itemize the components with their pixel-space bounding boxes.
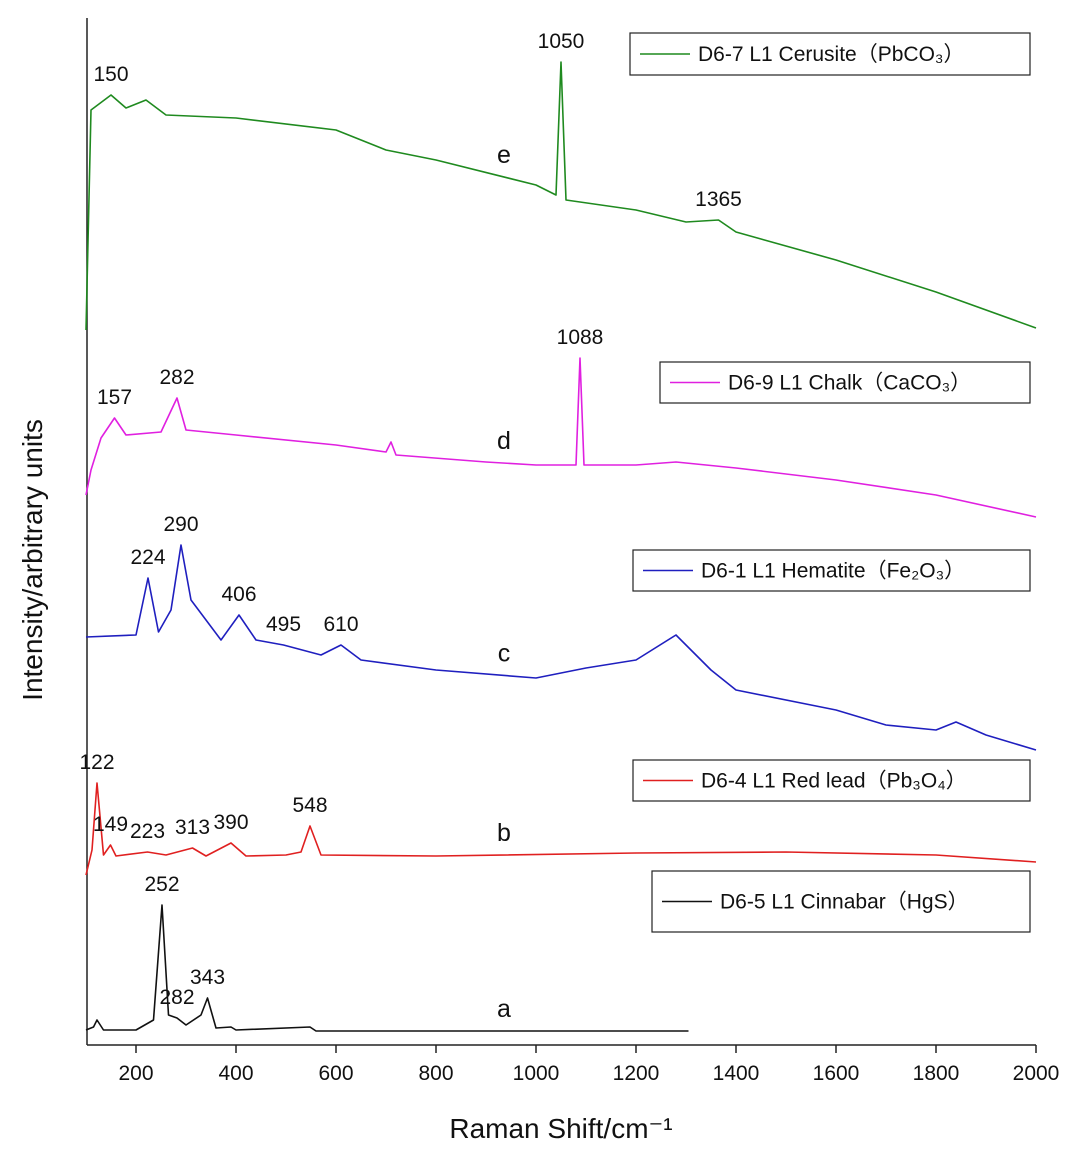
- legend-label: D6-7 L1 Cerusite（PbCO₃）: [698, 43, 964, 66]
- curve-letter: e: [497, 141, 511, 169]
- x-tick-label: 1800: [913, 1062, 960, 1085]
- curve-letter: d: [497, 427, 511, 455]
- peak-label: 1088: [557, 326, 604, 349]
- peak-label: 343: [190, 966, 225, 989]
- x-tick-label: 2000: [1013, 1062, 1060, 1085]
- legend-box: [659, 361, 1031, 404]
- x-tick-label: 400: [218, 1062, 253, 1085]
- peak-label: 610: [323, 613, 358, 636]
- spectrum-line: [85, 357, 1037, 518]
- peak-label: 282: [159, 366, 194, 389]
- peak-label: 1050: [538, 30, 585, 53]
- x-tick-label: 200: [118, 1062, 153, 1085]
- legend-label: D6-1 L1 Hematite（Fe₂O₃）: [701, 560, 965, 583]
- legend-label: D6-5 L1 Cinnabar（HgS）: [720, 891, 969, 914]
- peak-label: 313: [175, 816, 210, 839]
- peak-label: 1365: [695, 188, 742, 211]
- spectrum-line: [85, 61, 1037, 331]
- peak-label: 495: [266, 613, 301, 636]
- x-tick-label: 800: [418, 1062, 453, 1085]
- peak-label: 157: [97, 386, 132, 409]
- peak-label: 224: [130, 546, 165, 569]
- legend-box: [632, 759, 1031, 802]
- x-tick-label: 1200: [613, 1062, 660, 1085]
- curve-letter: c: [498, 639, 511, 667]
- peak-label: 252: [144, 873, 179, 896]
- peak-label: 548: [292, 794, 327, 817]
- x-tick-label: 1400: [713, 1062, 760, 1085]
- x-axis-title: Raman Shift/cm⁻¹: [449, 1113, 672, 1144]
- curve-letter: b: [497, 819, 511, 847]
- x-tick-label: 1000: [513, 1062, 560, 1085]
- peak-label: 149: [93, 813, 128, 836]
- spectrum-line: [85, 904, 689, 1032]
- x-tick-label: 1600: [813, 1062, 860, 1085]
- legend-label: D6-4 L1 Red lead（Pb₃O₄）: [701, 770, 967, 793]
- peak-label: 150: [93, 63, 128, 86]
- legend-box: [632, 549, 1031, 592]
- curve-letter: a: [497, 995, 511, 1023]
- peak-label: 290: [163, 513, 198, 536]
- peak-label: 223: [130, 820, 165, 843]
- spectrum-line: [85, 782, 1037, 876]
- peak-label: 406: [221, 583, 256, 606]
- legend-label: D6-9 L1 Chalk（CaCO₃）: [728, 372, 971, 395]
- y-axis-title: Intensity/arbitrary units: [17, 419, 48, 701]
- peak-label: 122: [79, 751, 114, 774]
- legend-box: [629, 32, 1031, 76]
- peak-label: 390: [213, 811, 248, 834]
- x-tick-label: 600: [318, 1062, 353, 1085]
- peak-label: 282: [159, 986, 194, 1009]
- spectrum-line: [85, 544, 1037, 751]
- legend-box: [651, 870, 1031, 933]
